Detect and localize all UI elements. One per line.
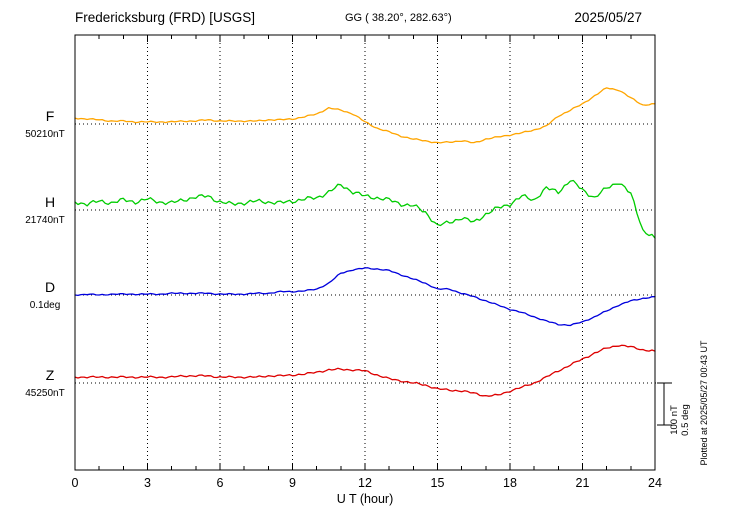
trace-label-h: H xyxy=(45,194,55,210)
plot-date: 2025/05/27 xyxy=(574,10,642,25)
x-tick-labels: 0 3 6 9 12 15 18 21 24 xyxy=(72,476,662,490)
trace-layer xyxy=(74,87,656,397)
x-tick-label: 21 xyxy=(576,476,590,490)
gg-coordinates: GG ( 38.20°, 282.63°) xyxy=(345,12,452,24)
x-tick-label: 3 xyxy=(144,476,151,490)
trace-d-line xyxy=(74,267,656,327)
x-tick-label: 6 xyxy=(217,476,224,490)
baseline-label-z: 45250nT xyxy=(25,388,64,399)
scale-bar xyxy=(657,382,672,426)
trace-label-f: F xyxy=(46,108,55,124)
scale-label-nt: 100 nT xyxy=(669,405,680,435)
plotted-at-note: Plotted at 2025/05/27 00:43 UT xyxy=(699,340,709,466)
trace-label-z: Z xyxy=(46,367,55,383)
x-tick-label: 12 xyxy=(358,476,372,490)
scale-label-deg: 0.5 deg xyxy=(680,404,691,436)
x-tick-label: 24 xyxy=(648,476,662,490)
trace-h-line xyxy=(74,179,656,239)
baseline-label-f: 50210nT xyxy=(25,129,64,140)
trace-z-line xyxy=(74,344,656,397)
x-tick-label: 15 xyxy=(431,476,445,490)
station-title: Fredericksburg (FRD) [USGS] xyxy=(75,10,255,25)
baseline-label-d: 0.1deg xyxy=(30,300,61,311)
baseline-label-h: 21740nT xyxy=(25,215,64,226)
x-tick-label: 18 xyxy=(503,476,517,490)
x-tick-label: 9 xyxy=(289,476,296,490)
plot-frame xyxy=(74,34,656,471)
x-axis-title: U T (hour) xyxy=(337,492,394,506)
grid-layer xyxy=(74,35,672,470)
x-tick-label: 0 xyxy=(72,476,79,490)
trace-f-line xyxy=(74,87,656,144)
trace-label-d: D xyxy=(45,279,55,295)
